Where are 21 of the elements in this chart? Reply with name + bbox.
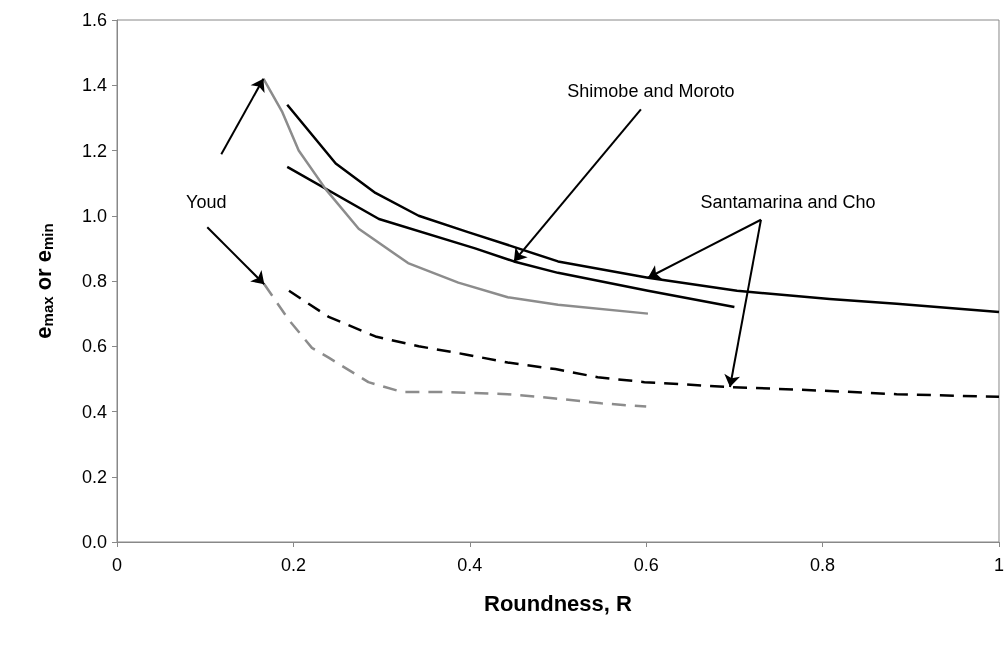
y-tick-label: 1.6 bbox=[81, 10, 107, 30]
y-tick-label: 0.2 bbox=[81, 466, 107, 487]
y-tick-label: 0.4 bbox=[81, 401, 107, 422]
y-tick-label: 0.6 bbox=[81, 336, 107, 357]
y-tick-label: 1.2 bbox=[81, 140, 107, 161]
y-tick-label: 1.4 bbox=[81, 75, 107, 96]
y-axis-title: emax or emin bbox=[31, 223, 56, 339]
x-tick-label: 0.2 bbox=[280, 555, 306, 575]
annotation: Santamarina and Cho bbox=[700, 191, 876, 212]
x-tick-label: 0.4 bbox=[457, 555, 483, 575]
x-tick-label: 0.6 bbox=[633, 555, 659, 575]
annotation: Shimobe and Moroto bbox=[567, 81, 735, 102]
y-tick-label: 0.8 bbox=[81, 271, 107, 291]
line-series bbox=[287, 289, 1001, 399]
x-axis-title: Roundness, R bbox=[484, 590, 633, 616]
y-tick-label: 0.0 bbox=[81, 532, 107, 552]
x-tick-label: 0 bbox=[111, 555, 123, 575]
y-tick-label: 1.0 bbox=[81, 205, 107, 226]
x-tick-label: 0.8 bbox=[810, 555, 836, 575]
x-tick-label: 1 bbox=[993, 555, 1004, 575]
annotation: Youd bbox=[186, 192, 227, 213]
